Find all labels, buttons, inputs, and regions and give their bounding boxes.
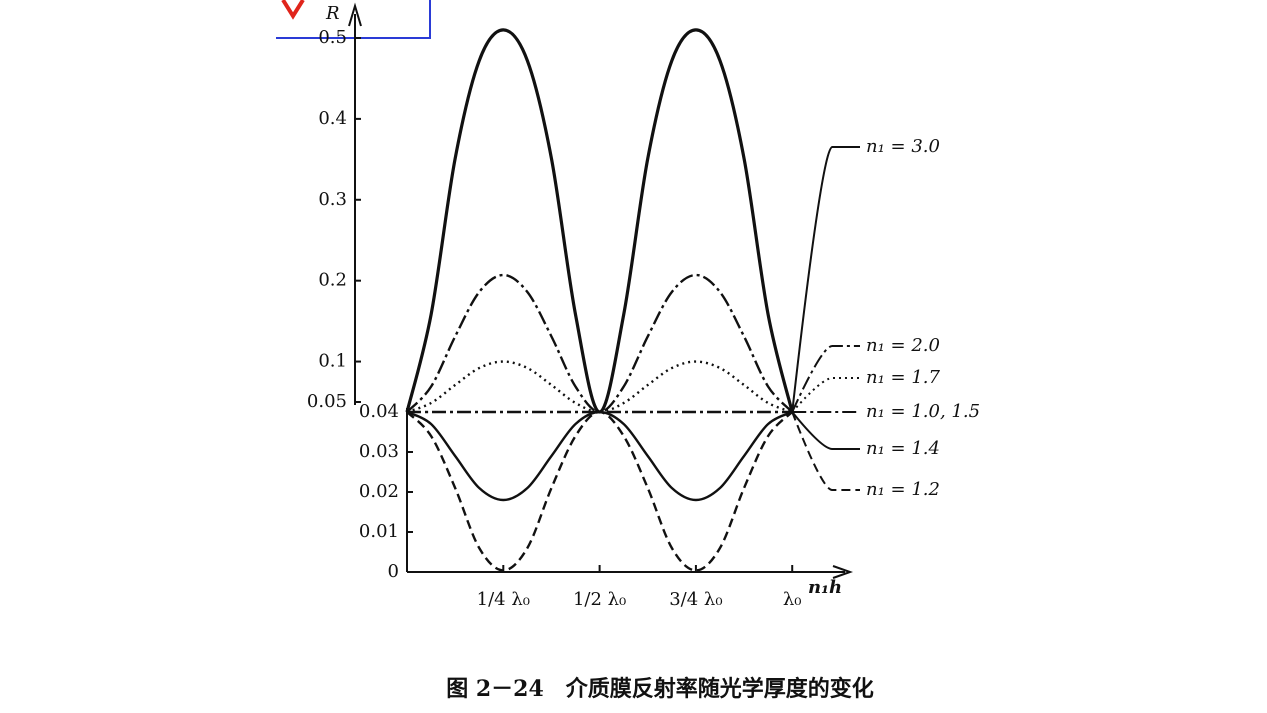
- x-tick-label: 1/4 λ₀: [477, 589, 530, 610]
- series-line: [406, 360, 793, 414]
- legend-leader: [791, 411, 860, 450]
- legend-label: n₁ = 2.0: [866, 335, 940, 356]
- y-tick-label: 0.4: [318, 108, 347, 129]
- x-tick-label: 1/2 λ₀: [573, 589, 626, 610]
- legend-label: n₁ = 1.0, 1.5: [866, 401, 980, 422]
- legend-leader: [791, 377, 860, 413]
- legend-label: n₁ = 1.4: [866, 438, 940, 459]
- legend-label: n₁ = 3.0: [866, 136, 940, 157]
- x-tick-label: 3/4 λ₀: [669, 589, 722, 610]
- legend-leader: [791, 345, 860, 413]
- caption: 图 2－24 介质膜反射率随光学厚度的变化: [446, 676, 874, 702]
- x-tick-label: λ₀: [783, 589, 802, 610]
- legend-label: n₁ = 1.2: [866, 479, 940, 500]
- series-line: [406, 410, 794, 572]
- y-tick-label: 0.3: [318, 189, 347, 210]
- y-tick-label: 0.01: [359, 521, 399, 542]
- legend-leader: [791, 411, 860, 491]
- y-axis-label: R: [325, 3, 340, 24]
- legend-leader: [791, 146, 860, 413]
- artifact-box: [276, 0, 431, 39]
- y-tick-label: 0.04: [359, 401, 399, 422]
- x-axis: [407, 565, 854, 579]
- y-tick-label: 0.02: [359, 481, 399, 502]
- legend-label: n₁ = 1.7: [866, 367, 941, 388]
- y-tick-label: 0.2: [318, 270, 347, 291]
- series-line: [406, 273, 794, 414]
- y-tick-label: 0.05: [307, 391, 347, 412]
- y-tick-label: 0: [388, 561, 399, 582]
- y-tick-label: 0.5: [318, 27, 347, 48]
- y-tick-label: 0.03: [359, 441, 399, 462]
- series-line: [406, 410, 793, 502]
- artifact-mark: [281, 0, 305, 20]
- series-line: [405, 28, 794, 414]
- y-tick-label: 0.1: [318, 351, 347, 372]
- y-axis-upper: [348, 2, 362, 405]
- x-axis-label: n₁h: [808, 577, 842, 598]
